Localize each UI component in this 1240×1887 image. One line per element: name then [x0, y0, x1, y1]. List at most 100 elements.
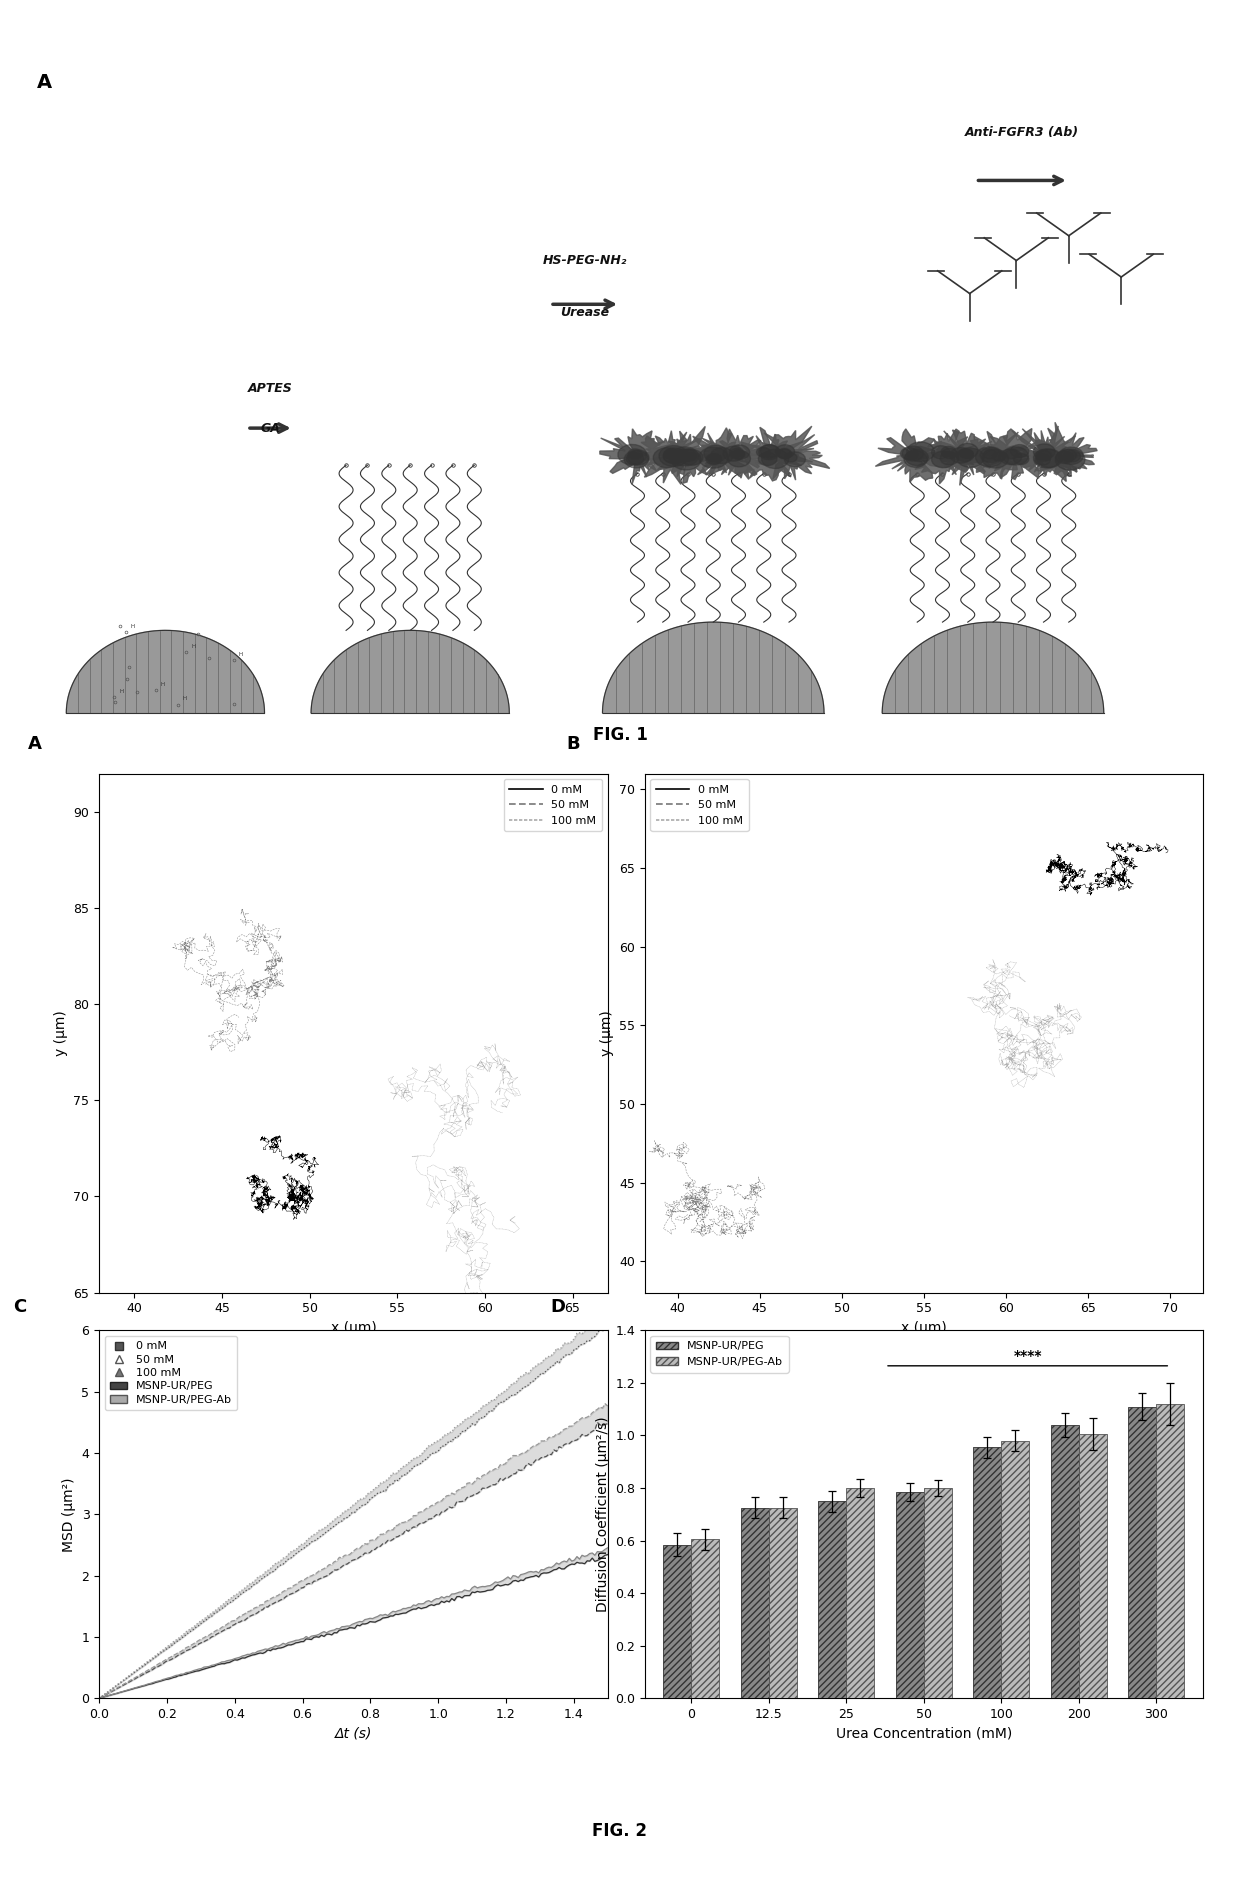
Polygon shape	[957, 447, 985, 468]
Polygon shape	[627, 449, 649, 464]
Polygon shape	[999, 449, 1022, 464]
Text: GA: GA	[260, 421, 280, 434]
Polygon shape	[956, 432, 1030, 479]
X-axis label: Δt (s): Δt (s)	[335, 1727, 372, 1740]
Text: H: H	[191, 643, 195, 649]
Text: A: A	[37, 74, 52, 92]
Legend: 0 mM, 50 mM, 100 mM: 0 mM, 50 mM, 100 mM	[503, 779, 603, 832]
Polygon shape	[1060, 449, 1076, 462]
Polygon shape	[1055, 449, 1085, 470]
Polygon shape	[957, 443, 978, 459]
Polygon shape	[1006, 449, 1018, 459]
Polygon shape	[728, 451, 750, 466]
Polygon shape	[940, 451, 959, 464]
Text: Urease: Urease	[560, 306, 610, 319]
Polygon shape	[941, 447, 956, 457]
Polygon shape	[1013, 453, 1029, 464]
Text: D: D	[551, 1298, 565, 1315]
Polygon shape	[775, 445, 795, 459]
Bar	[663, 1545, 692, 1698]
Polygon shape	[753, 426, 830, 479]
Polygon shape	[708, 455, 722, 464]
Legend: 0 mM, 50 mM, 100 mM: 0 mM, 50 mM, 100 mM	[650, 779, 749, 832]
Text: FIG. 2: FIG. 2	[593, 1821, 647, 1840]
Polygon shape	[1011, 445, 1029, 457]
Polygon shape	[723, 445, 744, 460]
Polygon shape	[730, 449, 743, 457]
Polygon shape	[904, 451, 928, 468]
Polygon shape	[603, 623, 823, 713]
Polygon shape	[671, 449, 701, 470]
Bar	[1052, 1425, 1079, 1698]
Polygon shape	[978, 428, 1053, 479]
Polygon shape	[1059, 447, 1084, 464]
Polygon shape	[1033, 443, 1055, 459]
Polygon shape	[992, 451, 1006, 460]
Bar	[692, 1540, 719, 1698]
Polygon shape	[699, 447, 728, 468]
Text: FIG. 1: FIG. 1	[593, 726, 647, 745]
Polygon shape	[645, 426, 725, 483]
Y-axis label: MSD (μm²): MSD (μm²)	[62, 1478, 76, 1551]
Polygon shape	[733, 449, 745, 459]
Polygon shape	[704, 445, 728, 462]
Polygon shape	[711, 447, 733, 464]
X-axis label: x (μm): x (μm)	[901, 1321, 946, 1334]
Bar	[895, 1493, 924, 1698]
Polygon shape	[931, 451, 955, 468]
Polygon shape	[618, 445, 647, 464]
Text: C: C	[12, 1298, 26, 1315]
Polygon shape	[624, 451, 649, 468]
Polygon shape	[875, 428, 952, 483]
Polygon shape	[686, 453, 697, 460]
Y-axis label: y (μm): y (μm)	[53, 1010, 68, 1057]
Polygon shape	[663, 449, 677, 459]
X-axis label: x (μm): x (μm)	[331, 1321, 376, 1334]
Polygon shape	[626, 453, 644, 464]
Polygon shape	[919, 430, 999, 485]
Text: ****: ****	[1013, 1349, 1042, 1362]
Polygon shape	[1035, 451, 1052, 460]
Text: A: A	[29, 734, 42, 753]
Polygon shape	[785, 453, 797, 462]
Polygon shape	[760, 445, 779, 459]
Polygon shape	[678, 449, 696, 462]
Polygon shape	[785, 451, 806, 466]
Polygon shape	[639, 430, 708, 485]
Bar	[1156, 1404, 1184, 1698]
Polygon shape	[905, 449, 929, 466]
Polygon shape	[663, 447, 686, 464]
Polygon shape	[658, 445, 688, 466]
Text: H: H	[182, 696, 187, 702]
Polygon shape	[777, 449, 792, 459]
Bar	[1128, 1406, 1157, 1698]
Polygon shape	[653, 447, 682, 468]
Polygon shape	[1033, 423, 1097, 477]
Bar	[1079, 1434, 1107, 1698]
Polygon shape	[1034, 449, 1060, 468]
Polygon shape	[1004, 426, 1081, 481]
Legend: 0 mM, 50 mM, 100 mM, MSNP-UR/PEG, MSNP-UR/PEG-Ab: 0 mM, 50 mM, 100 mM, MSNP-UR/PEG, MSNP-U…	[104, 1336, 237, 1410]
Polygon shape	[681, 449, 703, 466]
Text: APTES: APTES	[248, 381, 293, 394]
Bar	[818, 1502, 847, 1698]
Bar	[847, 1489, 874, 1698]
Bar	[769, 1508, 797, 1698]
Text: H: H	[119, 689, 123, 694]
Polygon shape	[629, 449, 642, 459]
Polygon shape	[942, 449, 957, 459]
Polygon shape	[950, 447, 972, 462]
Polygon shape	[311, 630, 510, 713]
Polygon shape	[759, 453, 777, 466]
Text: HS-PEG-NH₂: HS-PEG-NH₂	[543, 255, 627, 268]
Polygon shape	[678, 428, 759, 476]
Polygon shape	[982, 449, 1008, 468]
Bar	[1002, 1442, 1029, 1698]
Polygon shape	[983, 449, 997, 459]
Polygon shape	[956, 449, 973, 462]
Polygon shape	[906, 442, 935, 462]
Polygon shape	[1003, 447, 1028, 464]
Polygon shape	[777, 449, 791, 459]
Polygon shape	[931, 445, 950, 459]
Polygon shape	[1056, 451, 1074, 464]
